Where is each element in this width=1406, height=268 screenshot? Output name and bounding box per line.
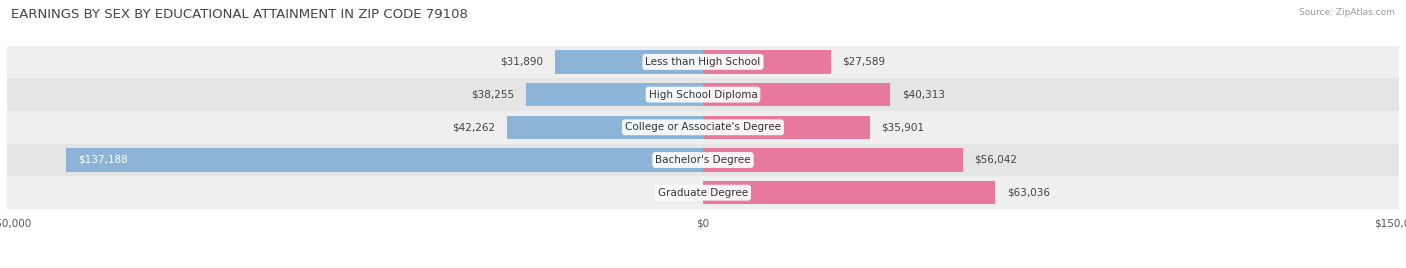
- Text: EARNINGS BY SEX BY EDUCATIONAL ATTAINMENT IN ZIP CODE 79108: EARNINGS BY SEX BY EDUCATIONAL ATTAINMEN…: [11, 8, 468, 21]
- Bar: [7, 111, 1399, 144]
- Bar: [703, 116, 869, 139]
- Text: Less than High School: Less than High School: [645, 57, 761, 67]
- Text: College or Associate's Degree: College or Associate's Degree: [626, 122, 780, 132]
- Bar: [7, 78, 1399, 111]
- Text: $40,313: $40,313: [901, 90, 945, 100]
- Bar: [66, 148, 703, 172]
- Bar: [508, 116, 703, 139]
- Text: Bachelor's Degree: Bachelor's Degree: [655, 155, 751, 165]
- Bar: [555, 50, 703, 74]
- Text: $35,901: $35,901: [882, 122, 924, 132]
- Text: $63,036: $63,036: [1007, 188, 1050, 198]
- Text: $0: $0: [676, 188, 689, 198]
- Text: $56,042: $56,042: [974, 155, 1018, 165]
- Text: High School Diploma: High School Diploma: [648, 90, 758, 100]
- Text: Source: ZipAtlas.com: Source: ZipAtlas.com: [1299, 8, 1395, 17]
- Text: $137,188: $137,188: [79, 155, 128, 165]
- Bar: [703, 83, 890, 106]
- Text: $31,890: $31,890: [501, 57, 544, 67]
- Bar: [526, 83, 703, 106]
- Bar: [703, 148, 963, 172]
- Text: $42,262: $42,262: [453, 122, 495, 132]
- Bar: [7, 144, 1399, 176]
- Text: Graduate Degree: Graduate Degree: [658, 188, 748, 198]
- Bar: [703, 50, 831, 74]
- Text: $38,255: $38,255: [471, 90, 515, 100]
- Bar: [7, 176, 1399, 209]
- Text: $27,589: $27,589: [842, 57, 886, 67]
- Bar: [703, 181, 995, 204]
- Bar: [7, 46, 1399, 78]
